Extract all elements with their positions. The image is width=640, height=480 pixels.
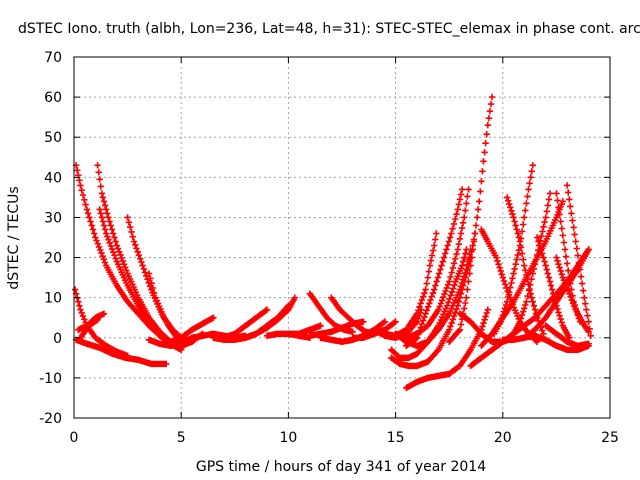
series [467, 246, 592, 370]
y-tick-label: 60 [44, 90, 62, 106]
series [167, 314, 217, 345]
y-tick-label: 50 [44, 130, 62, 146]
chart-title: dSTEC Iono. truth (albh, Lon=236, Lat=48… [18, 21, 640, 37]
x-tick-label: 15 [387, 430, 405, 446]
x-axis: 0 5 10 15 20 25 [70, 57, 619, 446]
data-points [388, 230, 479, 370]
y-axis-label: dSTEC / TECUs [6, 186, 22, 289]
y-tick-label: 70 [44, 50, 62, 66]
data-points [72, 336, 170, 368]
y-tick-label: 20 [44, 251, 62, 267]
y-tick-label: 10 [44, 291, 62, 307]
x-tick-label: 5 [177, 430, 186, 446]
series [242, 302, 292, 341]
series-layer [71, 93, 594, 392]
series [72, 336, 170, 368]
data-points [285, 322, 324, 337]
x-axis-label: GPS time / hours of day 341 of year 2014 [196, 459, 486, 475]
x-tick-label: 10 [279, 430, 297, 446]
data-points [467, 246, 592, 370]
y-tick-label: 30 [44, 210, 62, 226]
data-points [392, 186, 472, 341]
data-points [478, 198, 566, 349]
series [388, 230, 479, 370]
series [478, 198, 566, 349]
series [388, 246, 470, 361]
plot-frame [73, 56, 611, 419]
x-tick-label: 25 [601, 430, 619, 446]
y-tick-label: -10 [39, 371, 62, 387]
y-tick-label: 40 [44, 170, 62, 186]
data-points [242, 302, 292, 341]
x-tick-label: 0 [70, 430, 79, 446]
data-points [446, 93, 496, 345]
data-points [77, 316, 101, 341]
data-points [542, 322, 592, 349]
series [392, 186, 472, 341]
y-axis: -20 -10 0 10 20 30 40 50 60 70 [39, 50, 610, 427]
data-points [167, 314, 217, 345]
x-tick-label: 20 [494, 430, 512, 446]
series [446, 93, 496, 345]
y-tick-label: -20 [39, 411, 62, 427]
data-points [388, 246, 470, 361]
series [77, 316, 101, 341]
grid [74, 57, 610, 418]
series [542, 322, 592, 349]
y-tick-label: 0 [53, 331, 62, 347]
series [285, 322, 324, 337]
